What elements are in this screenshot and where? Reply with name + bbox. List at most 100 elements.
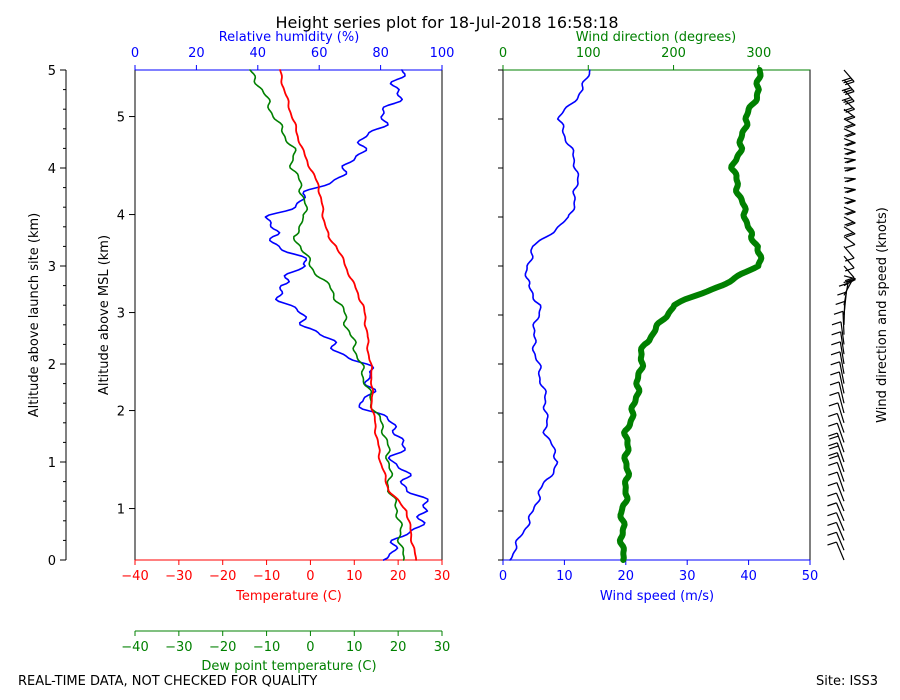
chart-title: Height series plot for 18-Jul-2018 16:58… bbox=[275, 13, 618, 32]
wind-barb bbox=[828, 461, 845, 482]
humidity-axis-label: Relative humidity (%) bbox=[219, 30, 360, 45]
msl-altitude-tick-label: 1 bbox=[117, 503, 125, 518]
temperature-tick-label: −10 bbox=[253, 569, 280, 584]
dewpoint-tick-label: 20 bbox=[390, 640, 407, 655]
wind-barb bbox=[843, 157, 856, 164]
dewpoint-tick-label: 30 bbox=[434, 640, 451, 655]
wind-barb bbox=[843, 196, 856, 205]
temperature-line bbox=[279, 69, 417, 561]
wind-speed-tick-label: 50 bbox=[802, 569, 819, 584]
wind-barb bbox=[827, 512, 845, 531]
wind-barb bbox=[831, 321, 845, 345]
launch-altitude-tick-label: 0 bbox=[48, 554, 56, 569]
wind-speed-tick-label: 20 bbox=[618, 569, 635, 584]
temperature-axis-label: Temperature (C) bbox=[235, 589, 342, 604]
wind-barb bbox=[843, 246, 855, 262]
wind-barb bbox=[843, 128, 856, 138]
dewpoint-tick-label: −30 bbox=[165, 640, 192, 655]
wind-barb bbox=[828, 412, 845, 433]
temperature-tick-label: 20 bbox=[390, 569, 407, 584]
wind-barb bbox=[843, 177, 856, 183]
wind-barb bbox=[827, 502, 845, 522]
quality-disclaimer: REAL-TIME DATA, NOT CHECKED FOR QUALITY bbox=[18, 674, 318, 689]
wind-barb bbox=[827, 521, 845, 541]
wind-speed-tick-label: 40 bbox=[740, 569, 757, 584]
wind-barb bbox=[843, 206, 856, 216]
wind-barb bbox=[830, 361, 845, 384]
launch-altitude-tick-label: 4 bbox=[48, 162, 56, 177]
wind-barb bbox=[841, 79, 855, 96]
wind-barb bbox=[843, 255, 855, 272]
right-plot-frame bbox=[502, 69, 811, 561]
dewpoint-tick-label: −20 bbox=[209, 640, 236, 655]
thermodynamic-panel: 0 1 2 3 4 5 Altitude above launch site (km) 1 2 3… bbox=[27, 30, 454, 674]
wind-barb-axis-label: Wind direction and speed (knots) bbox=[875, 207, 890, 423]
msl-altitude-axis-label: Altitude above MSL (km) bbox=[97, 235, 112, 395]
humidity-tick-label: 20 bbox=[188, 46, 205, 61]
wind-barb bbox=[841, 69, 855, 86]
wind-barb bbox=[843, 216, 856, 227]
temperature-tick-label: 0 bbox=[306, 569, 314, 584]
wind-barb bbox=[831, 341, 845, 365]
wind-speed-line bbox=[509, 69, 591, 561]
wind-barb bbox=[843, 187, 856, 194]
humidity-tick-label: 40 bbox=[250, 46, 267, 61]
wind-barb bbox=[828, 402, 845, 423]
dewpoint-tick-label: 0 bbox=[306, 640, 314, 655]
wind-direction-tick-label: 200 bbox=[661, 46, 686, 61]
temperature-tick-label: −20 bbox=[209, 569, 236, 584]
wind-barb bbox=[843, 226, 856, 238]
humidity-tick-label: 0 bbox=[131, 46, 139, 61]
wind-barb bbox=[828, 432, 845, 453]
wind-barb bbox=[827, 541, 845, 561]
wind-barb bbox=[830, 371, 845, 394]
wind-barb bbox=[828, 422, 845, 443]
launch-altitude-axis-label: Altitude above launch site (km) bbox=[27, 213, 42, 417]
wind-speed-tick-label: 0 bbox=[499, 569, 507, 584]
wind-barb bbox=[827, 492, 845, 512]
site-label: Site: ISS3 bbox=[816, 674, 879, 689]
launch-altitude-tick-label: 1 bbox=[48, 456, 56, 471]
wind-barb bbox=[843, 265, 855, 282]
wind-barb bbox=[831, 331, 845, 355]
launch-altitude-tick-label: 3 bbox=[48, 260, 56, 275]
wind-barb bbox=[827, 482, 845, 502]
wind-panel: 0 10 20 30 40 50 Wind speed (m/s) 0 100 200 300 Win… bbox=[498, 30, 818, 604]
msl-altitude-tick-label: 3 bbox=[117, 307, 125, 322]
wind-barb bbox=[843, 138, 856, 147]
wind-direction-tick-label: 300 bbox=[746, 46, 771, 61]
wind-barb bbox=[830, 351, 845, 374]
wind-barb bbox=[843, 236, 856, 249]
msl-altitude-tick-label: 5 bbox=[117, 111, 125, 126]
dewpoint-tick-label: −10 bbox=[253, 640, 280, 655]
wind-direction-tick-label: 0 bbox=[499, 46, 507, 61]
temperature-tick-label: −40 bbox=[121, 569, 148, 584]
wind-barb bbox=[843, 118, 856, 129]
temperature-tick-label: 30 bbox=[434, 569, 451, 584]
humidity-line bbox=[264, 69, 429, 561]
temperature-tick-label: −30 bbox=[165, 569, 192, 584]
wind-barb bbox=[827, 531, 845, 551]
launch-altitude-tick-label: 2 bbox=[48, 358, 56, 373]
wind-barb bbox=[829, 381, 845, 404]
wind-direction-line bbox=[616, 67, 765, 563]
wind-direction-axis-label: Wind direction (degrees) bbox=[576, 30, 736, 45]
wind-direction-tick-label: 100 bbox=[576, 46, 601, 61]
wind-barb bbox=[828, 452, 845, 472]
dewpoint-tick-label: 10 bbox=[346, 640, 363, 655]
dewpoint-line bbox=[249, 69, 405, 561]
humidity-tick-label: 60 bbox=[311, 46, 328, 61]
wind-barb bbox=[844, 167, 856, 172]
msl-altitude-tick-label: 4 bbox=[117, 209, 125, 224]
wind-speed-tick-label: 10 bbox=[556, 569, 573, 584]
humidity-tick-label: 80 bbox=[372, 46, 389, 61]
wind-barb bbox=[828, 442, 845, 463]
msl-altitude-tick-label: 2 bbox=[117, 405, 125, 420]
dewpoint-tick-label: −40 bbox=[121, 640, 148, 655]
wind-barb-column: Wind direction and speed (knots) bbox=[827, 69, 890, 561]
launch-altitude-tick-label: 5 bbox=[48, 64, 56, 79]
wind-speed-axis-label: Wind speed (m/s) bbox=[600, 589, 714, 604]
humidity-tick-label: 100 bbox=[430, 46, 455, 61]
wind-barb bbox=[828, 471, 845, 492]
